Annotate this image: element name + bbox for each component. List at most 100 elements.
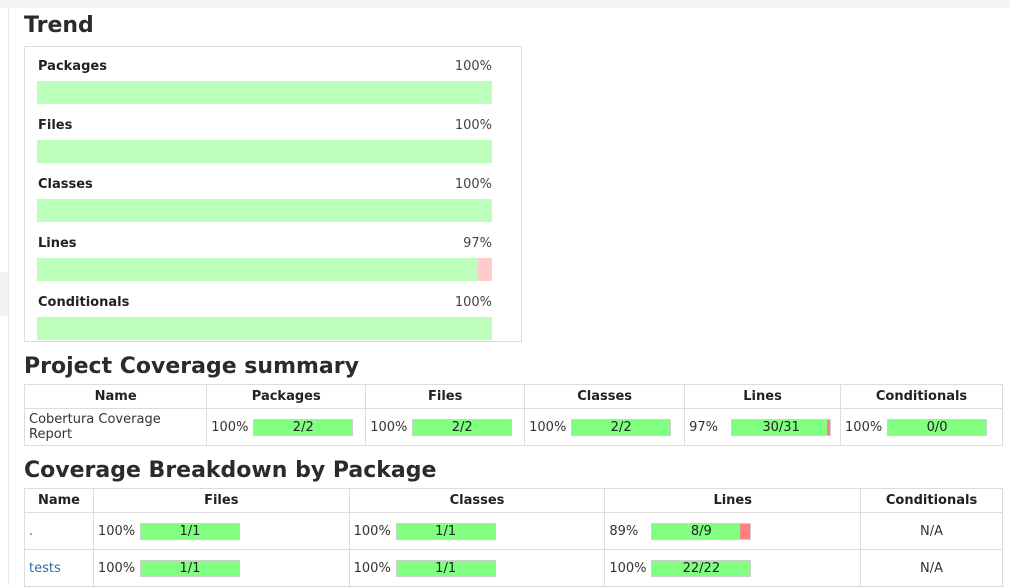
table-header-row: Name Files Classes Lines Conditionals xyxy=(24,488,1003,513)
summary-title: Project Coverage summary xyxy=(24,354,359,379)
trend-percent: 100% xyxy=(454,177,492,192)
coverage-cell: 97% 30/31 xyxy=(684,408,842,446)
column-header: Name xyxy=(24,488,94,513)
trend-bar-covered xyxy=(37,140,492,163)
coverage-ratio: 1/1 xyxy=(179,560,201,576)
breakdown-table: Name Files Classes Lines Conditionals . … xyxy=(24,488,1003,587)
coverage-bar: 1/1 xyxy=(139,559,240,577)
coverage-percent: 100% xyxy=(370,419,408,435)
coverage-percent: 100% xyxy=(353,560,391,576)
trend-label: Lines xyxy=(38,236,77,251)
table-row: tests 100% 1/1 100% 1/1 100% 22/22 N/A xyxy=(24,549,1003,587)
report-content: Trend Packages 100% Files 100% Classes 1… xyxy=(23,10,1004,587)
coverage-cell: 100% 2/2 xyxy=(365,408,526,446)
trend-item-lines: Lines 97% xyxy=(37,230,492,289)
coverage-ratio: 1/1 xyxy=(179,523,201,539)
coverage-percent: 100% xyxy=(845,419,883,435)
trend-percent: 100% xyxy=(454,295,492,310)
sidebar-toggle[interactable] xyxy=(0,272,8,316)
coverage-ratio: 0/0 xyxy=(926,419,948,435)
trend-bar xyxy=(37,258,492,281)
coverage-ratio: 2/2 xyxy=(610,419,632,435)
coverage-ratio: 1/1 xyxy=(435,560,457,576)
coverage-percent: 100% xyxy=(97,560,136,576)
coverage-cell: 100% 1/1 xyxy=(348,549,606,587)
coverage-bar: 8/9 xyxy=(651,522,752,540)
coverage-cell: 100% 1/1 xyxy=(92,512,350,550)
breakdown-title: Coverage Breakdown by Package xyxy=(24,458,437,483)
coverage-bar: 30/31 xyxy=(731,418,832,436)
trend-bar-covered xyxy=(37,199,492,222)
package-link[interactable]: tests xyxy=(29,560,61,576)
column-header: Conditionals xyxy=(840,384,1003,409)
coverage-bar: 1/1 xyxy=(139,522,240,540)
column-header: Lines xyxy=(684,384,842,409)
trend-item-conditionals: Conditionals 100% xyxy=(37,289,492,348)
trend-bar xyxy=(37,81,492,104)
table-row: Cobertura Coverage Report 100% 2/2 100% 2/… xyxy=(23,408,1003,446)
trend-bar-covered xyxy=(37,81,492,104)
column-header: Name xyxy=(23,384,208,409)
trend-panel: Packages 100% Files 100% Classes 100% Li… xyxy=(24,46,522,342)
column-header: Packages xyxy=(206,384,367,409)
coverage-cell: 100% 2/2 xyxy=(206,408,367,446)
coverage-ratio: 1/1 xyxy=(435,523,457,539)
row-name: Cobertura Coverage Report xyxy=(23,408,208,446)
conditionals-value: N/A xyxy=(860,549,1003,587)
package-link[interactable]: . xyxy=(29,523,34,539)
column-header: Classes xyxy=(524,384,686,409)
coverage-bar: 1/1 xyxy=(395,522,496,540)
coverage-ratio: 2/2 xyxy=(451,419,473,435)
column-header: Conditionals xyxy=(860,488,1003,513)
trend-percent: 97% xyxy=(463,236,492,251)
coverage-cell: 100% 22/22 xyxy=(604,549,862,587)
coverage-percent: 100% xyxy=(609,560,647,576)
coverage-cell: 100% 0/0 xyxy=(840,408,1003,446)
table-header-row: Name Packages Files Classes Lines Condit… xyxy=(23,384,1003,409)
sidebar-edge xyxy=(8,8,9,585)
column-header: Files xyxy=(365,384,526,409)
conditionals-value: N/A xyxy=(860,512,1003,550)
trend-item-files: Files 100% xyxy=(37,112,492,171)
trend-percent: 100% xyxy=(454,59,492,74)
coverage-percent: 100% xyxy=(529,419,567,435)
trend-label: Packages xyxy=(38,59,107,74)
coverage-bar: 2/2 xyxy=(412,418,513,436)
top-strip xyxy=(0,0,1010,8)
coverage-ratio: 8/9 xyxy=(690,523,712,539)
coverage-cell: 89% 8/9 xyxy=(604,512,862,550)
coverage-bar: 1/1 xyxy=(395,559,496,577)
coverage-percent: 100% xyxy=(353,523,391,539)
table-row: . 100% 1/1 100% 1/1 89% 8/9 N/A xyxy=(24,512,1003,550)
coverage-percent: 100% xyxy=(97,523,136,539)
trend-bar xyxy=(37,199,492,222)
trend-bar-covered xyxy=(37,258,479,281)
coverage-cell: 100% 2/2 xyxy=(524,408,686,446)
column-header: Files xyxy=(92,488,350,513)
coverage-cell: 100% 1/1 xyxy=(348,512,606,550)
summary-table: Name Packages Files Classes Lines Condit… xyxy=(23,384,1003,446)
coverage-ratio: 22/22 xyxy=(682,560,721,576)
coverage-percent: 89% xyxy=(609,523,639,539)
column-header: Classes xyxy=(348,488,606,513)
coverage-bar: 2/2 xyxy=(253,418,354,436)
trend-bar xyxy=(37,317,492,340)
coverage-bar: 2/2 xyxy=(571,418,672,436)
trend-percent: 100% xyxy=(454,118,492,133)
coverage-percent: 100% xyxy=(211,419,249,435)
trend-bar-covered xyxy=(37,317,492,340)
trend-bar xyxy=(37,140,492,163)
trend-label: Classes xyxy=(38,177,93,192)
trend-item-packages: Packages 100% xyxy=(37,53,492,112)
trend-label: Conditionals xyxy=(38,295,130,310)
coverage-percent: 97% xyxy=(689,419,718,435)
trend-item-classes: Classes 100% xyxy=(37,171,492,230)
coverage-cell: 100% 1/1 xyxy=(92,549,350,587)
coverage-ratio: 30/31 xyxy=(762,419,800,435)
coverage-ratio: 2/2 xyxy=(292,419,314,435)
trend-title: Trend xyxy=(24,13,94,38)
column-header: Lines xyxy=(604,488,862,513)
coverage-bar: 22/22 xyxy=(651,559,752,577)
coverage-bar: 0/0 xyxy=(887,418,988,436)
trend-label: Files xyxy=(38,118,73,133)
